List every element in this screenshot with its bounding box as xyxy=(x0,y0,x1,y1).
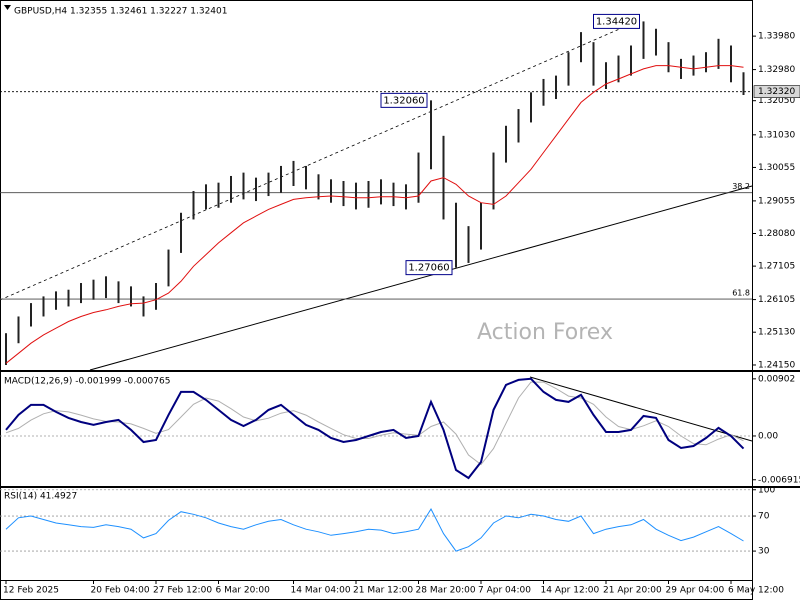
symbol-icon xyxy=(4,5,11,10)
x-tick-label: 28 Mar 20:00 xyxy=(416,586,476,596)
x-tick-label: 6 May 12:00 xyxy=(728,586,784,596)
x-tick-label: 14 Apr 12:00 xyxy=(541,586,600,596)
y-tick-label: 1.26105 xyxy=(758,295,795,305)
frame xyxy=(0,0,753,600)
annotation-box xyxy=(380,92,428,108)
y-tick-label: 1.27105 xyxy=(758,262,795,272)
current-price-label: 1.32320 xyxy=(758,87,795,97)
trend-line xyxy=(89,185,753,371)
annotation-box xyxy=(593,13,640,29)
x-tick-label: 21 Mar 12:00 xyxy=(353,586,413,596)
fib-level-label: 38.2 xyxy=(732,182,750,191)
annotation-label: 1.34420 xyxy=(596,16,637,27)
y-tick-label: 0.00902 xyxy=(758,374,795,384)
panel-title: RSI(14) 41.4927 xyxy=(4,492,77,502)
x-tick-label: 14 Mar 04:00 xyxy=(291,586,351,596)
fib-level-label: 61.8 xyxy=(732,289,750,298)
indicator-line xyxy=(5,381,744,466)
panel-title: GBPUSD,H4 1.32355 1.32461 1.32227 1.3240… xyxy=(14,7,227,17)
macd-trend-line xyxy=(529,376,753,442)
y-tick-label: 70 xyxy=(758,512,770,522)
y-tick-label: 30 xyxy=(758,547,770,557)
y-tick-label: 1.24150 xyxy=(758,360,795,370)
y-tick-label: 1.28080 xyxy=(758,229,795,239)
indicator-line xyxy=(5,507,744,552)
y-tick-label: -0.006915 xyxy=(758,475,800,485)
y-tick-label: 1.33980 xyxy=(758,32,795,42)
panel-title: MACD(12,26,9) -0.001999 -0.000765 xyxy=(4,377,170,387)
x-tick-label: 6 Mar 20:00 xyxy=(216,586,271,596)
y-tick-label: 1.32050 xyxy=(758,96,795,106)
moving-average xyxy=(5,65,744,364)
annotation-label: 1.27060 xyxy=(408,263,449,274)
y-tick-label: 1.30055 xyxy=(758,163,795,173)
channel-line xyxy=(0,19,641,301)
x-tick-label: 20 Feb 04:00 xyxy=(91,586,150,596)
annotation-label: 1.32060 xyxy=(383,95,424,106)
x-tick-label: 29 Apr 04:00 xyxy=(666,586,725,596)
y-tick-label: 1.25130 xyxy=(758,328,795,338)
annotation-box xyxy=(405,260,453,276)
current-price-box xyxy=(753,85,800,98)
x-tick-label: 12 Feb 2025 xyxy=(3,586,59,596)
x-tick-label: 21 Apr 20:00 xyxy=(603,586,662,596)
indicator-line xyxy=(5,377,745,480)
x-tick-label: 7 Apr 04:00 xyxy=(478,586,531,596)
y-tick-label: 100 xyxy=(758,485,775,495)
y-tick-label: 1.32980 xyxy=(758,65,795,75)
watermark: Action Forex xyxy=(477,320,613,345)
y-tick-label: 1.29055 xyxy=(758,196,795,206)
x-tick-label: 27 Feb 12:00 xyxy=(153,586,212,596)
y-tick-label: 1.31030 xyxy=(758,130,795,140)
y-tick-label: 0.00 xyxy=(758,431,778,441)
